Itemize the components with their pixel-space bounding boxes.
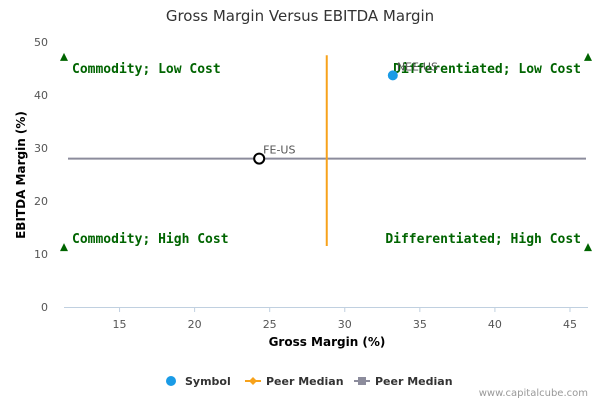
y-tick-label: 20 xyxy=(34,195,48,208)
x-tick-label: 15 xyxy=(113,318,127,331)
legend-square-marker xyxy=(358,377,366,385)
data-point xyxy=(253,152,266,165)
y-tick-label: 40 xyxy=(34,89,48,102)
x-tick-label: 20 xyxy=(188,318,202,331)
x-tick-label: 45 xyxy=(563,318,577,331)
legend: Symbol Peer Median Peer Median xyxy=(166,375,453,388)
plot-area: 15 20 25 30 35 40 45 0 10 20 30 40 50 Commodity; Low … xyxy=(34,36,592,331)
credit-text: www.capitalcube.com xyxy=(479,388,588,399)
y-tick-label: 0 xyxy=(41,301,48,314)
legend-symbol-marker xyxy=(166,376,176,386)
quadrant-label-bottom-left: Commodity; High Cost xyxy=(72,232,229,247)
y-axis-title: EBITDA Margin (%) xyxy=(14,111,28,239)
x-axis-title: Gross Margin (%) xyxy=(269,335,386,349)
corner-triangle-marker xyxy=(584,243,592,252)
quadrant-label-top-right: Differentiated; Low Cost xyxy=(393,62,581,77)
x-tick-label: 25 xyxy=(263,318,277,331)
y-tick-label: 10 xyxy=(34,248,48,261)
quadrant-label-top-left: Commodity; Low Cost xyxy=(72,62,221,77)
legend-diamond-marker xyxy=(249,377,257,385)
x-tick-label: 30 xyxy=(338,318,352,331)
y-tick-label: 30 xyxy=(34,142,48,155)
legend-label: Peer Median xyxy=(266,375,344,388)
legend-label: Peer Median xyxy=(375,375,453,388)
chart-title: Gross Margin Versus EBITDA Margin xyxy=(166,7,434,25)
x-tick-label: 40 xyxy=(488,318,502,331)
data-point-label: NEE-US xyxy=(397,60,438,73)
corner-triangle-marker xyxy=(60,243,68,252)
legend-label: Symbol xyxy=(185,375,231,388)
data-point xyxy=(387,70,398,81)
data-point-label: FE-US xyxy=(263,144,295,157)
corner-triangle-marker xyxy=(584,52,592,61)
x-tick-label: 35 xyxy=(413,318,427,331)
corner-triangle-marker xyxy=(60,52,68,61)
y-tick-label: 50 xyxy=(34,36,48,49)
quadrant-label-bottom-right: Differentiated; High Cost xyxy=(385,232,581,247)
